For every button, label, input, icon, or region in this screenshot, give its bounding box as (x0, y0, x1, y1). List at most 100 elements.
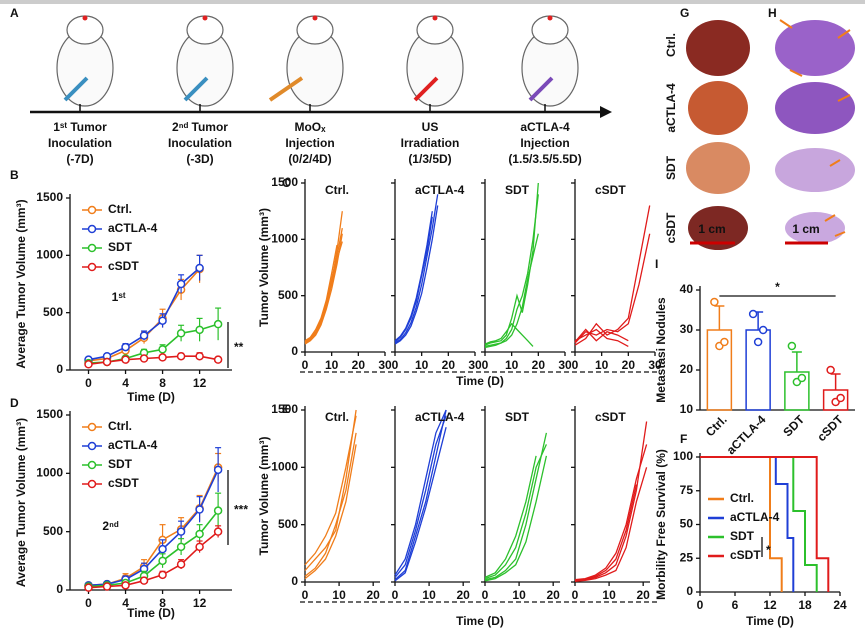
mouse-tag (202, 15, 208, 21)
x-axis-label: Time (D) (127, 390, 175, 404)
mouse-curve (394, 409, 447, 581)
panel-letter: C (282, 176, 291, 190)
data-point (710, 297, 719, 307)
panel-title: Ctrl. (325, 410, 349, 424)
legend-label: aCTLA-4 (730, 510, 780, 524)
x-tick-label: 12 (763, 598, 777, 612)
data-point (84, 360, 93, 369)
panel-letter: D (10, 396, 19, 410)
mouse-curve (394, 409, 447, 576)
tool (528, 76, 554, 102)
legend-label: cSDT (108, 476, 139, 490)
mouse-curve (304, 211, 343, 344)
panel-title: cSDT (595, 183, 626, 197)
data-point (195, 542, 204, 552)
panel-title: cSDT (595, 410, 626, 424)
mouse-curve (574, 328, 629, 347)
x-tick-label: 30 (468, 358, 482, 372)
x-tick-label: 20 (547, 588, 561, 602)
legend-marker (87, 479, 97, 489)
y-tick-label: 1000 (36, 466, 63, 480)
mouse-curve (394, 211, 433, 342)
panel-letter: E (282, 402, 290, 416)
legend-label: cSDT (730, 548, 761, 562)
tool (183, 76, 209, 102)
scale-label: 1 cm (792, 222, 819, 236)
tool (63, 76, 89, 102)
tool (268, 76, 304, 102)
step-label: (-7D) (66, 152, 93, 166)
x-tick-label: 20 (457, 588, 471, 602)
legend-marker (87, 460, 97, 470)
mouse-curve (484, 444, 547, 580)
x-tick-label: 20 (442, 358, 456, 372)
panel-letter: F (680, 432, 687, 446)
mouse-curve (304, 444, 357, 580)
panel-letter: H (768, 6, 777, 20)
annotation: * (775, 280, 780, 294)
annotation: * (766, 543, 771, 557)
mouse-curve (304, 432, 357, 577)
mouse-curve (484, 455, 548, 582)
survival-curve (700, 456, 830, 592)
image-label: cSDT (664, 212, 678, 243)
histology-photo (785, 212, 845, 244)
y-tick-label: 100 (673, 449, 693, 463)
mouse-curve (394, 427, 447, 582)
x-tick-label: 0 (302, 358, 309, 372)
mouse-curve (574, 467, 648, 583)
mouse-curve (574, 421, 648, 582)
mouse-tag (312, 15, 318, 21)
mouse-curve (394, 205, 439, 345)
step-label: MoOₓ (294, 120, 326, 134)
x-tick-label: 4 (122, 376, 129, 390)
y-tick-label: 1500 (271, 402, 298, 416)
data-point (176, 279, 186, 289)
legend-marker (87, 441, 97, 451)
survival-curve (700, 456, 783, 592)
organ-images (686, 20, 750, 250)
image-label: aCTLA-4 (664, 83, 678, 133)
legend-label: SDT (730, 529, 755, 543)
step-label: (1/3/5D) (408, 152, 451, 166)
x-tick-label: 0 (482, 358, 489, 372)
survival-curve (700, 456, 818, 592)
data-point (836, 393, 845, 403)
mouse-curve (484, 194, 539, 348)
x-tick-label: 0 (697, 598, 704, 612)
x-tick-label: 10 (325, 358, 339, 372)
mouse-tag (547, 15, 553, 21)
y-tick-label: 1500 (271, 175, 298, 189)
step-label: aCTLA-4 (520, 120, 570, 134)
data-point (213, 355, 223, 364)
scale-label: 1 cm (698, 222, 725, 236)
x-tick-label: 0 (302, 588, 309, 602)
y-axis-label: Tumor Volume (mm³) (257, 437, 271, 556)
data-point (121, 342, 130, 352)
data-point (195, 505, 204, 514)
legend-label: Ctrl. (108, 202, 132, 216)
legend-label: aCTLA-4 (108, 221, 158, 235)
step-label: 1ˢᵗ Tumor (53, 120, 107, 134)
data-point (158, 316, 167, 325)
data-point (753, 337, 763, 347)
mouse-curve (484, 432, 548, 581)
x-tick-label: 10 (595, 358, 609, 372)
legend-marker (87, 422, 97, 432)
mouse-curve (394, 415, 447, 578)
data-point (195, 325, 204, 335)
legend-label: Ctrl. (108, 419, 132, 433)
data-point (213, 465, 223, 475)
mouse-tag (82, 15, 88, 21)
legend-label: aCTLA-4 (108, 438, 158, 452)
x-tick-label: 20 (367, 588, 381, 602)
panel-letter: I (655, 257, 658, 271)
mouse-curve (484, 233, 539, 349)
y-tick-label: 500 (278, 517, 298, 531)
step-label: (1.5/3.5/5.5D) (508, 152, 581, 166)
annotation: 1ˢᵗ (112, 290, 126, 304)
y-tick-label: 500 (43, 305, 63, 319)
x-tick-label: 8 (159, 376, 166, 390)
x-tick-label: 0 (85, 596, 92, 610)
